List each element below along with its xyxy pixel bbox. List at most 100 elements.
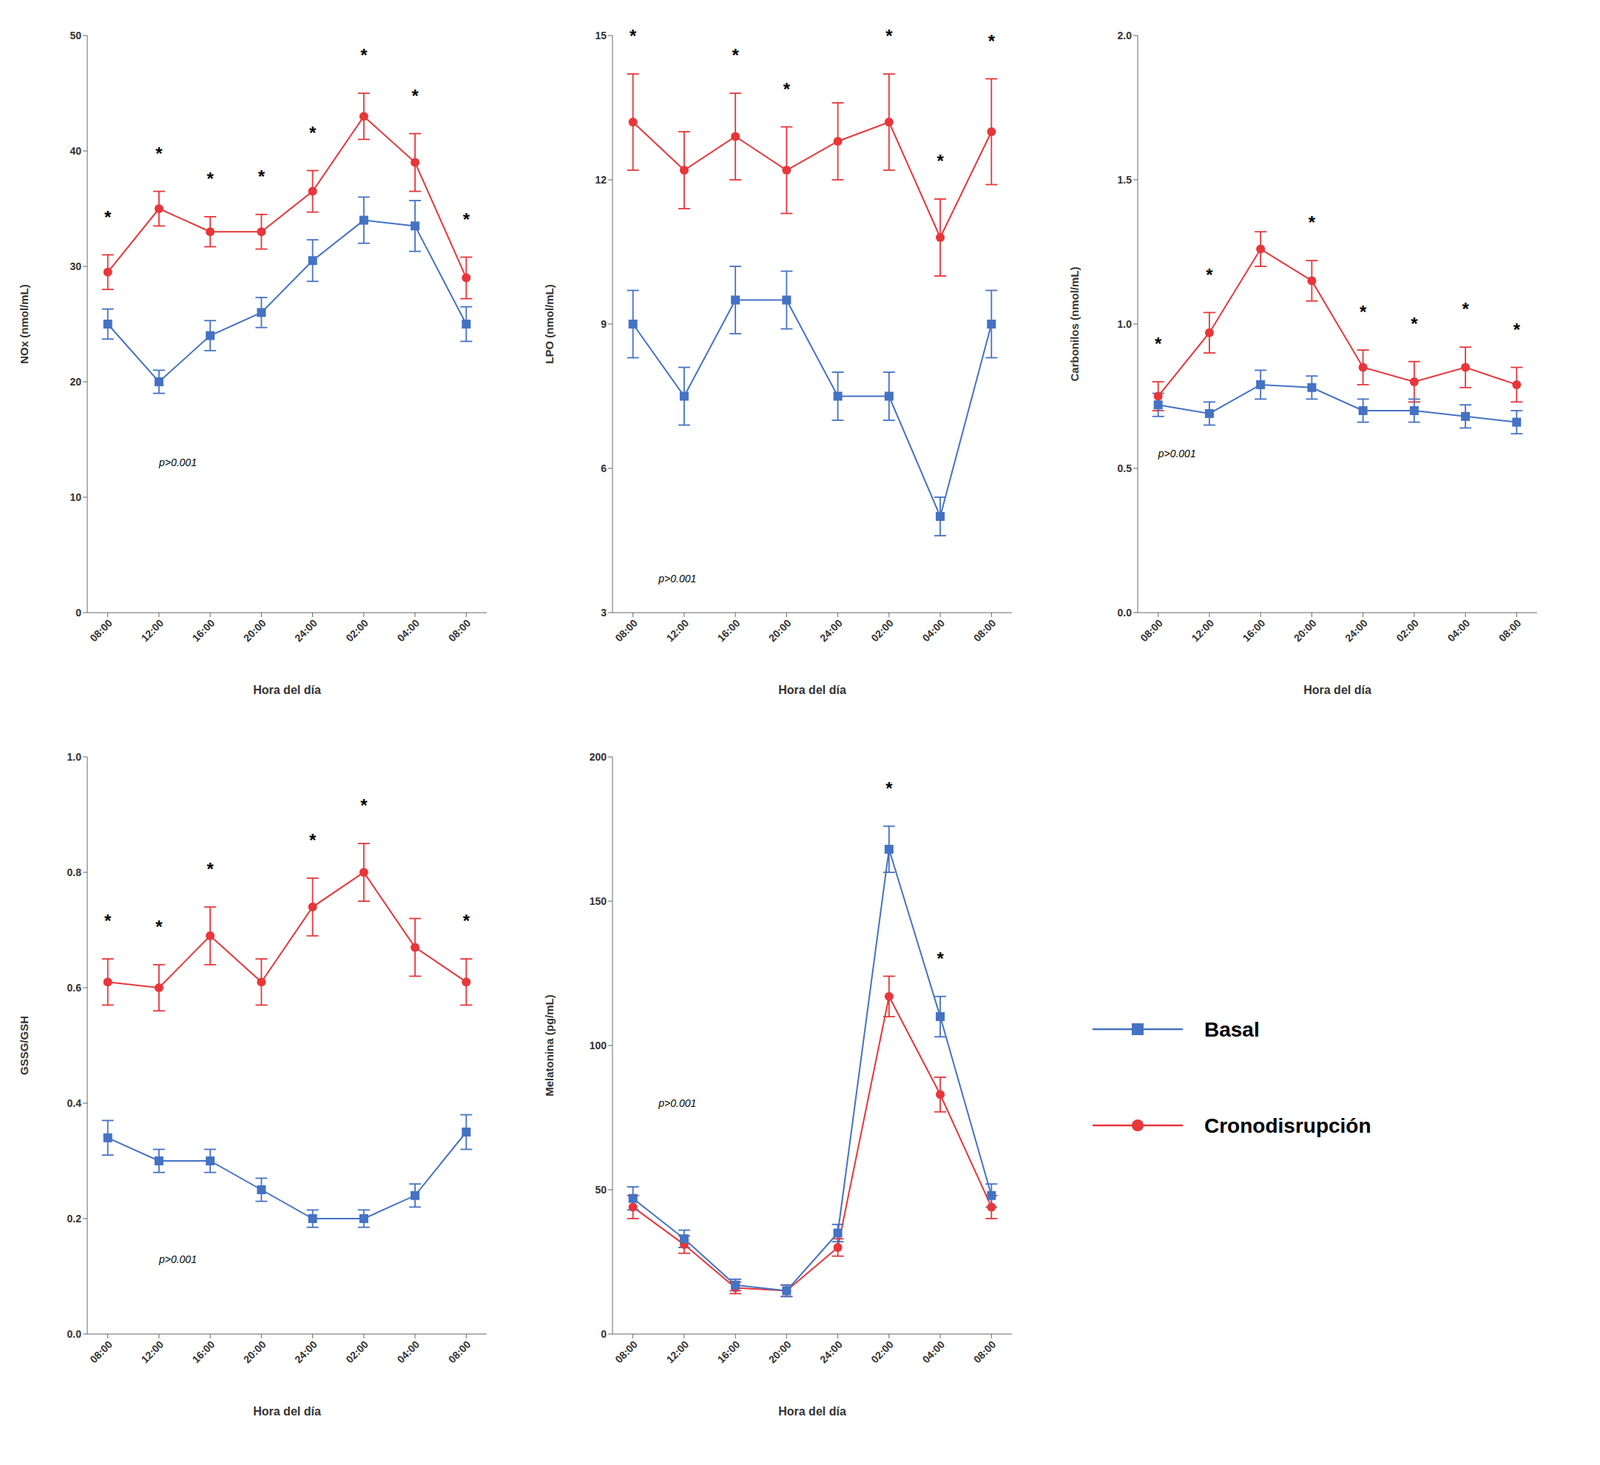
svg-text:16:00: 16:00 xyxy=(715,1338,743,1366)
svg-text:6: 6 xyxy=(600,462,607,475)
svg-text:20:00: 20:00 xyxy=(241,616,269,645)
svg-text:04:00: 04:00 xyxy=(395,1338,423,1366)
svg-text:15: 15 xyxy=(594,29,607,42)
svg-text:08:00: 08:00 xyxy=(446,616,474,645)
svg-text:0.4: 0.4 xyxy=(67,1096,83,1109)
svg-text:50: 50 xyxy=(594,1183,607,1196)
svg-text:Melatonina (pg/mL): Melatonina (pg/mL) xyxy=(542,994,556,1097)
svg-text:*: * xyxy=(104,207,112,228)
svg-text:02:00: 02:00 xyxy=(343,1338,371,1366)
svg-text:Hora del día: Hora del día xyxy=(778,683,847,697)
svg-text:20:00: 20:00 xyxy=(1291,616,1319,645)
svg-text:16:00: 16:00 xyxy=(715,616,743,645)
svg-text:*: * xyxy=(936,150,944,171)
svg-text:02:00: 02:00 xyxy=(868,1338,896,1366)
svg-text:p>0.001: p>0.001 xyxy=(657,1096,697,1109)
svg-text:*: * xyxy=(155,916,163,937)
svg-text:08:00: 08:00 xyxy=(446,1338,474,1366)
svg-text:*: * xyxy=(309,122,317,143)
svg-text:0.2: 0.2 xyxy=(67,1212,83,1225)
svg-text:GSSG/GSH: GSSG/GSH xyxy=(17,1015,31,1075)
svg-text:*: * xyxy=(1205,264,1214,285)
svg-text:*: * xyxy=(206,858,214,879)
svg-text:*: * xyxy=(309,829,317,850)
svg-text:*: * xyxy=(104,910,112,931)
svg-text:p>0.001: p>0.001 xyxy=(657,572,697,585)
svg-text:*: * xyxy=(988,31,996,52)
svg-text:*: * xyxy=(1513,319,1521,340)
svg-text:12:00: 12:00 xyxy=(138,1338,166,1366)
svg-text:*: * xyxy=(463,910,471,931)
svg-text:40: 40 xyxy=(69,144,82,157)
svg-text:20:00: 20:00 xyxy=(241,1338,269,1366)
svg-text:*: * xyxy=(885,778,893,799)
svg-text:Cronodisrupción: Cronodisrupción xyxy=(1204,1113,1372,1137)
svg-text:Basal: Basal xyxy=(1204,1017,1260,1041)
svg-text:08:00: 08:00 xyxy=(1496,616,1524,645)
svg-text:16:00: 16:00 xyxy=(1240,616,1268,645)
svg-text:Hora del día: Hora del día xyxy=(252,1404,322,1418)
svg-text:16:00: 16:00 xyxy=(190,616,218,645)
svg-text:24:00: 24:00 xyxy=(292,1338,320,1366)
svg-text:0: 0 xyxy=(600,1327,607,1340)
svg-text:1.0: 1.0 xyxy=(67,750,83,763)
svg-text:08:00: 08:00 xyxy=(612,1338,640,1366)
svg-text:0.5: 0.5 xyxy=(1117,462,1133,475)
svg-text:20: 20 xyxy=(69,375,82,388)
svg-text:1.5: 1.5 xyxy=(1117,173,1133,186)
svg-text:p>0.001: p>0.001 xyxy=(1157,447,1197,460)
svg-text:0.6: 0.6 xyxy=(67,981,83,994)
svg-text:24:00: 24:00 xyxy=(292,616,320,645)
svg-text:*: * xyxy=(629,25,637,46)
svg-text:LPO (nmol/mL): LPO (nmol/mL) xyxy=(542,284,556,364)
svg-text:*: * xyxy=(1154,333,1163,354)
svg-text:04:00: 04:00 xyxy=(920,1338,948,1366)
svg-text:08:00: 08:00 xyxy=(971,616,999,645)
svg-text:*: * xyxy=(155,143,163,164)
svg-text:*: * xyxy=(360,45,368,66)
svg-text:12:00: 12:00 xyxy=(663,616,691,645)
svg-text:9: 9 xyxy=(600,318,607,330)
svg-text:1.0: 1.0 xyxy=(1117,318,1133,330)
svg-text:02:00: 02:00 xyxy=(343,616,371,645)
svg-text:0.0: 0.0 xyxy=(67,1327,83,1340)
svg-text:24:00: 24:00 xyxy=(817,616,845,645)
svg-text:50: 50 xyxy=(69,29,82,42)
svg-text:04:00: 04:00 xyxy=(395,616,423,645)
svg-text:16:00: 16:00 xyxy=(190,1338,218,1366)
svg-text:24:00: 24:00 xyxy=(817,1338,845,1366)
svg-text:2.0: 2.0 xyxy=(1117,29,1133,42)
svg-text:*: * xyxy=(936,948,944,969)
svg-text:02:00: 02:00 xyxy=(868,616,896,645)
svg-text:p>0.001: p>0.001 xyxy=(158,456,197,469)
svg-text:04:00: 04:00 xyxy=(1445,616,1473,645)
svg-text:3: 3 xyxy=(600,606,607,619)
svg-text:*: * xyxy=(885,25,893,46)
svg-text:*: * xyxy=(360,795,368,816)
svg-text:24:00: 24:00 xyxy=(1342,616,1370,645)
svg-text:12:00: 12:00 xyxy=(663,1338,691,1366)
svg-text:04:00: 04:00 xyxy=(920,616,948,645)
svg-text:p>0.001: p>0.001 xyxy=(158,1253,197,1265)
svg-text:200: 200 xyxy=(589,750,608,763)
svg-text:10: 10 xyxy=(69,491,82,504)
svg-text:*: * xyxy=(206,168,214,189)
svg-text:*: * xyxy=(1461,298,1470,319)
svg-text:0.0: 0.0 xyxy=(1117,606,1133,619)
svg-text:02:00: 02:00 xyxy=(1393,616,1421,645)
svg-text:*: * xyxy=(258,166,266,187)
svg-text:*: * xyxy=(731,45,739,66)
svg-text:08:00: 08:00 xyxy=(87,616,115,645)
svg-text:*: * xyxy=(1359,301,1367,322)
svg-text:08:00: 08:00 xyxy=(87,1338,115,1366)
svg-text:*: * xyxy=(1410,313,1419,334)
svg-text:NOx (nmol/mL): NOx (nmol/mL) xyxy=(17,284,31,364)
svg-text:150: 150 xyxy=(589,895,608,907)
svg-text:Hora del día: Hora del día xyxy=(252,683,322,697)
svg-text:0: 0 xyxy=(75,606,82,619)
svg-text:*: * xyxy=(783,79,791,100)
svg-text:08:00: 08:00 xyxy=(1137,616,1166,645)
svg-text:*: * xyxy=(463,209,471,230)
svg-text:Carbonilos (nmol/mL): Carbonilos (nmol/mL) xyxy=(1068,267,1081,382)
svg-text:12: 12 xyxy=(594,173,607,186)
